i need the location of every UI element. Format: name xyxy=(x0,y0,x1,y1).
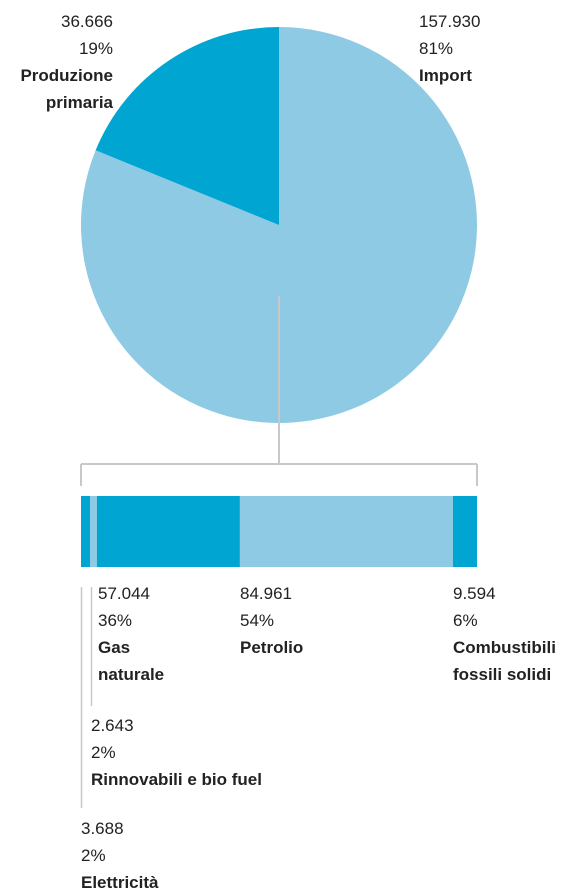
label-elettricita-name1: Elettricità xyxy=(81,873,159,892)
label-elettricita-value: 3.688 xyxy=(81,819,124,838)
label-rinnovabili-value: 2.643 xyxy=(91,716,134,735)
label-combustibili-solidi: 9.594 6% Combustibili fossili solidi xyxy=(453,580,556,688)
bar-segment-2 xyxy=(96,496,240,567)
label-produzione-name1: Produzione xyxy=(20,66,113,85)
label-gas-name1: Gas xyxy=(98,638,131,657)
label-solidi-pct: 6% xyxy=(453,611,478,630)
label-elettricita-pct: 2% xyxy=(81,846,106,865)
label-rinnovabili: 2.643 2% Rinnovabili e bio fuel xyxy=(91,712,262,793)
label-gas-value: 57.044 xyxy=(98,584,150,603)
label-gas-naturale: 57.044 36% Gas naturale xyxy=(98,580,164,688)
label-elettricita: 3.688 2% Elettricità xyxy=(81,815,158,896)
label-produzione-name2: primaria xyxy=(45,93,113,112)
label-petrolio-name1: Petrolio xyxy=(240,638,304,657)
stacked-bar xyxy=(81,496,477,567)
label-rinnovabili-name1: Rinnovabili e bio fuel xyxy=(91,770,262,789)
bar-segment-0 xyxy=(81,496,91,567)
connector-lines xyxy=(80,296,478,486)
label-petrolio: 84.961 54% Petrolio xyxy=(240,580,303,661)
pie-chart xyxy=(80,27,477,424)
leader-lines xyxy=(80,587,93,808)
pie-slice-produzione xyxy=(95,27,279,225)
label-import-value: 157.930 xyxy=(419,12,481,31)
label-solidi-name1: Combustibili xyxy=(453,638,556,657)
label-import-pct: 81% xyxy=(419,39,454,58)
label-petrolio-pct: 54% xyxy=(240,611,275,630)
label-solidi-name2: fossili solidi xyxy=(453,665,552,684)
label-gas-name2: naturale xyxy=(98,665,165,684)
label-import: 157.930 81% Import xyxy=(419,8,480,89)
label-rinnovabili-pct: 2% xyxy=(91,743,116,762)
label-produzione-pct: 19% xyxy=(78,39,113,58)
label-produzione-primaria: 36.666 19% Produzione primaria xyxy=(0,8,113,116)
bar-segment-1 xyxy=(90,496,97,567)
label-produzione-value: 36.666 xyxy=(61,12,113,31)
label-solidi-value: 9.594 xyxy=(453,584,496,603)
bar-segment-3 xyxy=(239,496,453,567)
label-petrolio-value: 84.961 xyxy=(240,584,292,603)
pie-slice-import xyxy=(80,27,477,424)
label-import-name1: Import xyxy=(419,66,472,85)
label-gas-pct: 36% xyxy=(98,611,133,630)
bar-segment-4 xyxy=(452,496,477,567)
